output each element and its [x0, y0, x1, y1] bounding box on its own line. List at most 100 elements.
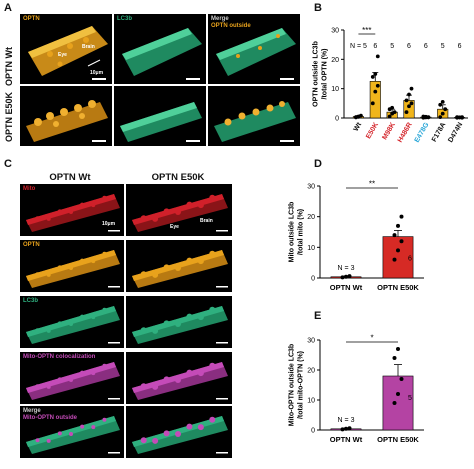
panel-a-letter: A	[4, 2, 12, 14]
micrograph-a-optn-e50k	[20, 86, 112, 146]
scale-bar	[92, 140, 106, 142]
chart-b-point	[404, 98, 409, 103]
chart-b-category-label: F178A	[431, 122, 448, 144]
chart-b-point	[443, 107, 448, 112]
panel-c-letter: C	[4, 158, 12, 170]
chart-e-point	[340, 427, 345, 432]
optn-e50k-render	[26, 100, 108, 142]
micrograph-c-row3-col1	[126, 352, 232, 404]
micrograph-c-render	[132, 250, 228, 288]
chart-e-ytick-label: 30	[307, 338, 315, 345]
scale-bar	[108, 342, 120, 344]
micrograph-c-render	[26, 362, 120, 400]
chart-b-point	[426, 115, 431, 120]
micrograph-c-row3-col0: Mito-OPTN colocalization	[20, 352, 124, 404]
chart-b-category-label: E50K	[365, 122, 380, 141]
chart-d-sig-label: **	[369, 180, 375, 189]
chart-b-point	[373, 72, 378, 76]
chart-b-ytick-label: 10	[331, 86, 339, 93]
micrograph-c-render	[132, 416, 228, 454]
chart-d-point	[392, 233, 397, 238]
merge-e50k-render	[214, 101, 296, 142]
chart-b-point	[370, 75, 375, 79]
scale-label: 10μm	[90, 70, 104, 76]
scale-bar	[216, 452, 228, 454]
chart-e-point	[396, 392, 400, 396]
chart-d-n-label-right: 6	[408, 256, 412, 263]
panel-c-col-e50k: OPTN E50K	[151, 172, 205, 183]
micrograph-c-row2-col1	[126, 296, 232, 348]
chart-d-point	[344, 274, 348, 279]
chart-e-point	[392, 401, 397, 405]
chart-b-point	[392, 110, 397, 115]
scale-bar	[186, 140, 200, 142]
axis-brain-label: Brain	[200, 218, 213, 224]
chart-b-point	[460, 115, 464, 120]
chart-e-category-label: OPTN E50K	[377, 435, 419, 444]
micrograph-c-row0-col0: Mito 10μm	[20, 184, 124, 236]
chart-b-point	[440, 99, 445, 104]
chart-e-point	[344, 426, 348, 431]
chart-b-point	[440, 111, 445, 116]
chart-d-ytick-label: 30	[307, 184, 315, 191]
chart-b-point	[375, 54, 380, 59]
chart-b-n-label: 6	[373, 43, 377, 50]
panel-d-letter: D	[314, 158, 322, 170]
chart-b-point	[373, 89, 378, 94]
axis-eye-label: Eye	[58, 52, 67, 58]
chart-d-ylabel: Mito outside LC3b	[289, 202, 296, 263]
chart-b-point	[375, 83, 380, 88]
scale-bar	[108, 452, 120, 454]
micro-c-row-label: OPTN	[23, 242, 40, 248]
chart-b-category-label: H486R	[397, 122, 414, 144]
chart-b-sig-label: ***	[362, 26, 371, 35]
lc3b-wt-render	[122, 28, 202, 76]
micrograph-c-row2-col0: LC3b	[20, 296, 124, 348]
chart-d-n-label: N = 3	[338, 265, 355, 272]
micrograph-a-merge-e50k	[208, 86, 300, 146]
micrograph-c-render	[132, 362, 228, 400]
chart-b-n-label: 6	[458, 43, 462, 50]
micro-c-row-label: Mito	[23, 186, 36, 192]
scale-label: 10μm	[102, 221, 116, 227]
chart-b-point	[370, 101, 375, 106]
panel-b-letter: B	[314, 2, 322, 14]
scale-bar	[216, 286, 228, 288]
micrograph-a-optn-wt: OPTN Eye Brain 10μm	[20, 14, 112, 84]
chart-b-ytick-label: 20	[331, 57, 339, 64]
micro-c-merge-sub: Mito-OPTN outside	[23, 415, 77, 421]
chart-b-point	[390, 105, 395, 110]
chart-d-point	[392, 257, 397, 262]
chart-e-ylabel: /total mito-OPTN (%)	[298, 351, 305, 419]
chart-d-category-label: OPTN E50K	[377, 283, 419, 292]
micrograph-a-lc3b-wt: LC3b	[114, 14, 206, 84]
chart-d-ytick-label: 20	[307, 214, 315, 221]
chart-e-ytick-label: 10	[307, 398, 315, 405]
chart-b-point	[438, 102, 443, 107]
micrograph-c-render	[26, 194, 120, 232]
chart-b-n-label: 5	[441, 43, 445, 50]
scale-bar	[216, 398, 228, 400]
chart-d-ytick-label: 10	[307, 245, 315, 252]
chart-e-n-label: N = 3	[338, 417, 355, 424]
chart-b-ylabel: /total OPTN (%)	[322, 49, 329, 100]
lc3b-e50k-render	[120, 102, 202, 142]
chart-e-point	[399, 377, 404, 381]
chart-b-n-label: 6	[424, 43, 428, 50]
micrograph-c-render	[26, 416, 120, 454]
chart-e-n-label-right: 5	[408, 395, 412, 402]
scale-bar	[92, 78, 106, 80]
micro-a-merge-label: Merge	[211, 16, 229, 22]
micro-a-optn-label: OPTN	[23, 16, 40, 22]
chart-b-category-label: D474N	[447, 122, 464, 144]
chart-e-sig-label: *	[370, 334, 373, 343]
micro-a-merge-sub: OPTN outside	[211, 23, 251, 29]
micrograph-c-row4-col1	[126, 406, 232, 458]
panel-e-letter: E	[314, 310, 322, 322]
chart-d-point	[399, 239, 404, 244]
axis-brain-label: Brain	[82, 44, 95, 50]
chart-d-ylabel: /total mito (%)	[298, 209, 305, 255]
chart-e-category-label: OPTN Wt	[330, 435, 363, 444]
micrograph-c-render	[26, 306, 120, 344]
scale-bar	[108, 398, 120, 400]
